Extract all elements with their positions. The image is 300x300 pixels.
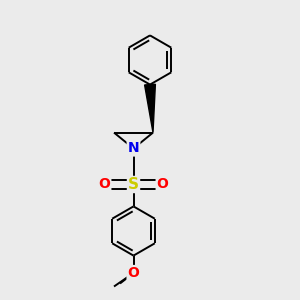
Text: O: O	[98, 178, 110, 191]
Text: O: O	[128, 266, 140, 280]
Text: O: O	[157, 178, 169, 191]
Text: N: N	[128, 142, 139, 155]
Text: S: S	[128, 177, 139, 192]
Polygon shape	[145, 84, 155, 133]
